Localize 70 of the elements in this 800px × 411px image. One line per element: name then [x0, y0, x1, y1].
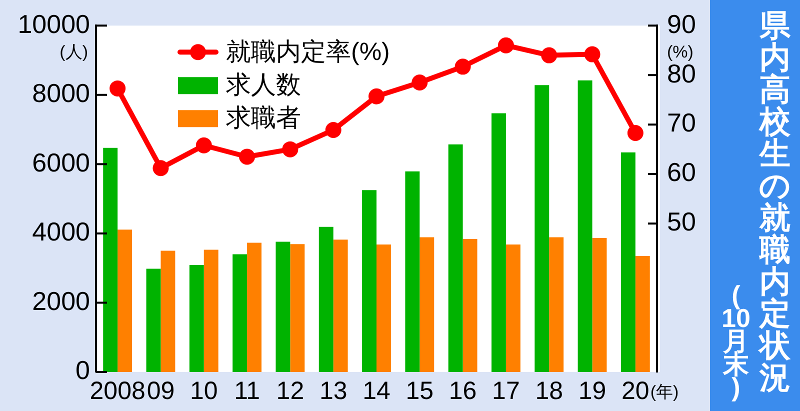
y2-axis-title: (%): [667, 42, 694, 62]
bar: [318, 226, 334, 372]
bar: [462, 238, 478, 372]
text: (10月末): [722, 280, 750, 402]
x-tick-label: 11: [234, 376, 260, 405]
y-tick-label: 8000: [32, 78, 90, 108]
bar: [592, 238, 607, 372]
x-tick-label: 16: [448, 376, 477, 405]
bar: [376, 244, 391, 372]
bar: [232, 254, 248, 372]
bar: [405, 171, 420, 372]
x-axis-title: (年): [650, 382, 679, 402]
bar: [420, 237, 434, 372]
y2-tick-label: 50: [667, 206, 696, 237]
x-tick-label: 14: [362, 376, 390, 405]
bar: [290, 244, 305, 372]
point: [239, 148, 256, 165]
x-tick-label: 18: [535, 376, 564, 405]
bar: [118, 230, 132, 372]
bar: [146, 268, 161, 372]
x-tick-label: 19: [578, 376, 606, 405]
x-tick-label: 09: [146, 376, 175, 405]
legend-label: 就職内定率(%): [226, 38, 390, 66]
x-tick-label: 2008: [90, 376, 146, 405]
y2-tick-label: 70: [667, 108, 696, 138]
x-tick-label: 13: [319, 376, 348, 405]
y-tick-label: 4000: [32, 216, 90, 247]
x-tick-label: 20: [622, 376, 650, 405]
bar: [506, 244, 520, 372]
point: [152, 160, 169, 176]
bar: [534, 85, 550, 372]
bar: [160, 250, 176, 372]
point: [325, 122, 342, 138]
bar: [620, 152, 636, 372]
y-axis-title: (人): [60, 42, 88, 62]
bar: [492, 113, 506, 372]
y2-tick-label: 60: [667, 157, 696, 188]
bar: [103, 148, 118, 372]
point: [454, 58, 471, 75]
bar: [204, 250, 218, 372]
point: [541, 47, 558, 64]
y2-tick-label: 90: [667, 8, 696, 39]
point: [368, 88, 384, 104]
point: [498, 37, 514, 54]
legend-label: 求職者: [226, 104, 301, 132]
legend-label: 求人数: [226, 70, 301, 99]
bar: [362, 190, 376, 372]
x-tick-label: 12: [276, 376, 304, 405]
x-tick-label: 10: [190, 376, 218, 405]
y-tick-label: 0: [76, 355, 90, 386]
bar: [189, 264, 204, 372]
point: [584, 46, 600, 62]
point: [412, 74, 428, 91]
x-tick-label: 17: [492, 376, 520, 405]
bar: [247, 242, 262, 372]
x-tick-label: 15: [406, 376, 434, 405]
bar: [549, 237, 564, 372]
point: [196, 137, 212, 154]
bar: [635, 256, 650, 372]
y-tick-label: 6000: [32, 147, 90, 178]
y-tick-label: 2000: [32, 286, 90, 316]
point: [110, 80, 126, 96]
point: [627, 124, 644, 141]
chart-title: 県内高校生の就職内定状況: [759, 8, 791, 395]
bar: [448, 144, 463, 372]
bar: [276, 242, 290, 372]
bar: [578, 80, 592, 372]
bar: [333, 240, 348, 372]
y-tick-label: 10000: [18, 8, 90, 39]
point: [282, 141, 298, 158]
